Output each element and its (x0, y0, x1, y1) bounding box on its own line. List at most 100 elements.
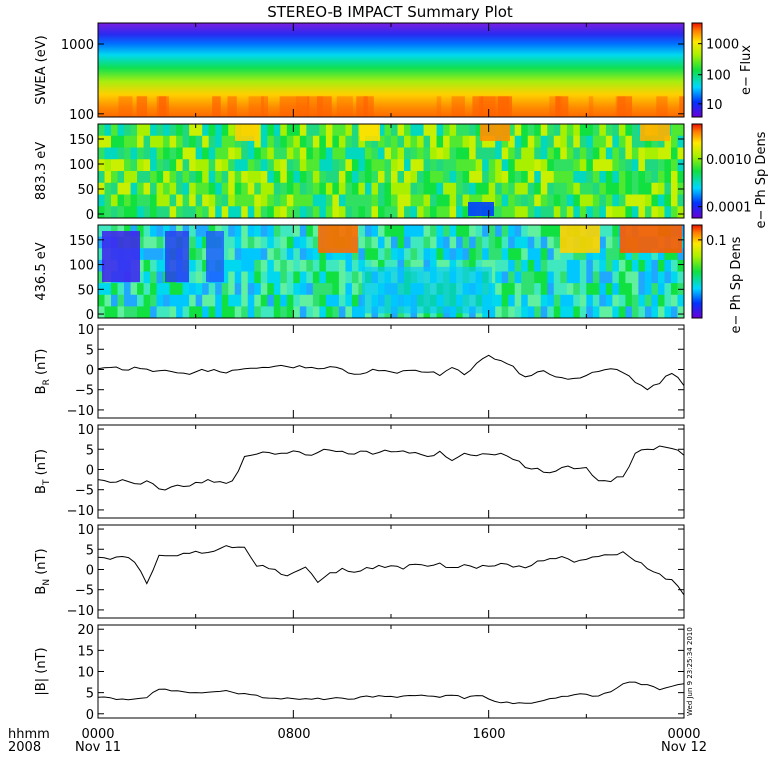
spectrogram-cell (417, 159, 425, 172)
spectrogram-cell (319, 171, 327, 184)
spectrogram-cell (475, 236, 483, 249)
spectrogram-cell (176, 135, 184, 148)
spectrogram-cell (124, 283, 132, 296)
spectrogram-cell (254, 194, 262, 207)
spectrogram-cell (553, 259, 561, 272)
spectrogram-cell (215, 182, 223, 195)
panel-2: 150 100 50 0 883.3 eV (34, 123, 685, 223)
spectrogram-cell (260, 147, 268, 160)
spectrogram-cell (566, 135, 574, 148)
spectrogram-cell (202, 248, 210, 261)
spectrogram-cell (254, 294, 262, 307)
spectrogram-cell (241, 171, 249, 184)
y-tick-label: 10 (77, 523, 94, 538)
spectrogram-cell (651, 248, 659, 261)
spectrogram-cell (657, 283, 665, 296)
spectrogram-cell (345, 248, 353, 261)
spectrogram-cell (182, 159, 190, 172)
series-line (97, 545, 685, 596)
spectrogram-cell (345, 206, 353, 219)
spectrogram-cell (377, 248, 385, 261)
y-tick-label: 5 (86, 543, 94, 558)
spectrogram-cell (273, 225, 281, 238)
spectrogram-cell (586, 182, 594, 195)
spectrogram-cell (358, 135, 366, 148)
spectrogram-cell (462, 182, 470, 195)
spectrogram-cell (254, 135, 262, 148)
spectrogram-cell (124, 147, 132, 160)
spectrogram-cell (553, 206, 561, 219)
spectrogram-cell (325, 135, 333, 148)
spectrogram-cell (241, 306, 249, 319)
spectrogram-hot-region (360, 124, 380, 141)
swea-intensity-streak (307, 96, 323, 117)
spectrogram-cell (501, 236, 509, 249)
spectrogram-cell (638, 294, 646, 307)
spectrogram-cell (443, 259, 451, 272)
spectrogram-cell (592, 159, 600, 172)
spectrogram-cell (293, 225, 301, 238)
spectrogram-cell (540, 306, 548, 319)
spectrogram-cell (247, 194, 255, 207)
spectrogram-cell (625, 124, 633, 137)
spectrogram-cell (599, 124, 607, 137)
spectrogram-cell (371, 236, 379, 249)
spectrogram-cell (488, 135, 496, 148)
spectrogram-cell (638, 206, 646, 219)
spectrogram-cell (254, 147, 262, 160)
spectrogram-cell (195, 283, 203, 296)
spectrogram-cell (338, 294, 346, 307)
spectrogram-cell (228, 306, 236, 319)
spectrogram-cell (534, 271, 542, 284)
spectrogram-cell (338, 135, 346, 148)
spectrogram-cell (495, 135, 503, 148)
spectrogram-cell (456, 124, 464, 137)
spectrogram-cell (169, 194, 177, 207)
spectrogram-cell (638, 283, 646, 296)
spectrogram-cell (202, 225, 210, 238)
spectrogram-cell (124, 135, 132, 148)
spectrogram-cell (111, 135, 119, 148)
spectrogram-cell (423, 159, 431, 172)
spectrogram-cell (488, 306, 496, 319)
spectrogram-cell (117, 194, 125, 207)
spectrogram-cell (456, 135, 464, 148)
spectrogram-cell (228, 147, 236, 160)
spectrogram-cell (469, 225, 477, 238)
spectrogram-cell (449, 225, 457, 238)
spectrogram-cell (169, 294, 177, 307)
spectrogram-cell (573, 171, 581, 184)
spectrogram-cell (592, 194, 600, 207)
spectrogram-hot-region (318, 225, 358, 253)
spectrogram-cell (202, 283, 210, 296)
spectrogram-cell (417, 225, 425, 238)
spectrogram-cell (527, 236, 535, 249)
panel-1: 1000 100 SWEA (eV) (34, 22, 685, 123)
spectrogram-cell (189, 283, 197, 296)
spectrogram-cell (430, 147, 438, 160)
spectrogram-cell (228, 248, 236, 261)
spectrogram-cell (618, 159, 626, 172)
spectrogram-cell (156, 236, 164, 249)
spectrogram-cell (566, 159, 574, 172)
spectrogram-cell (156, 147, 164, 160)
spectrogram-cell (247, 159, 255, 172)
spectrogram-hot-region (640, 124, 670, 141)
spectrogram-cell (443, 206, 451, 219)
spectrogram-cell (371, 135, 379, 148)
spectrogram-cell (260, 171, 268, 184)
spectrogram-cell (325, 248, 333, 261)
spectrogram-cell (137, 194, 145, 207)
spectrogram-cell (104, 124, 112, 137)
spectrogram-cell (410, 124, 418, 137)
spectrogram-cell (189, 248, 197, 261)
spectrogram-cell (449, 171, 457, 184)
spectrogram-cell (677, 159, 685, 172)
spectrogram-cell (514, 306, 522, 319)
spectrogram-cell (254, 225, 262, 238)
spectrogram-cell (182, 206, 190, 219)
spectrogram-cell (163, 294, 171, 307)
spectrogram-cell (625, 194, 633, 207)
spectrogram-cell (98, 124, 106, 137)
